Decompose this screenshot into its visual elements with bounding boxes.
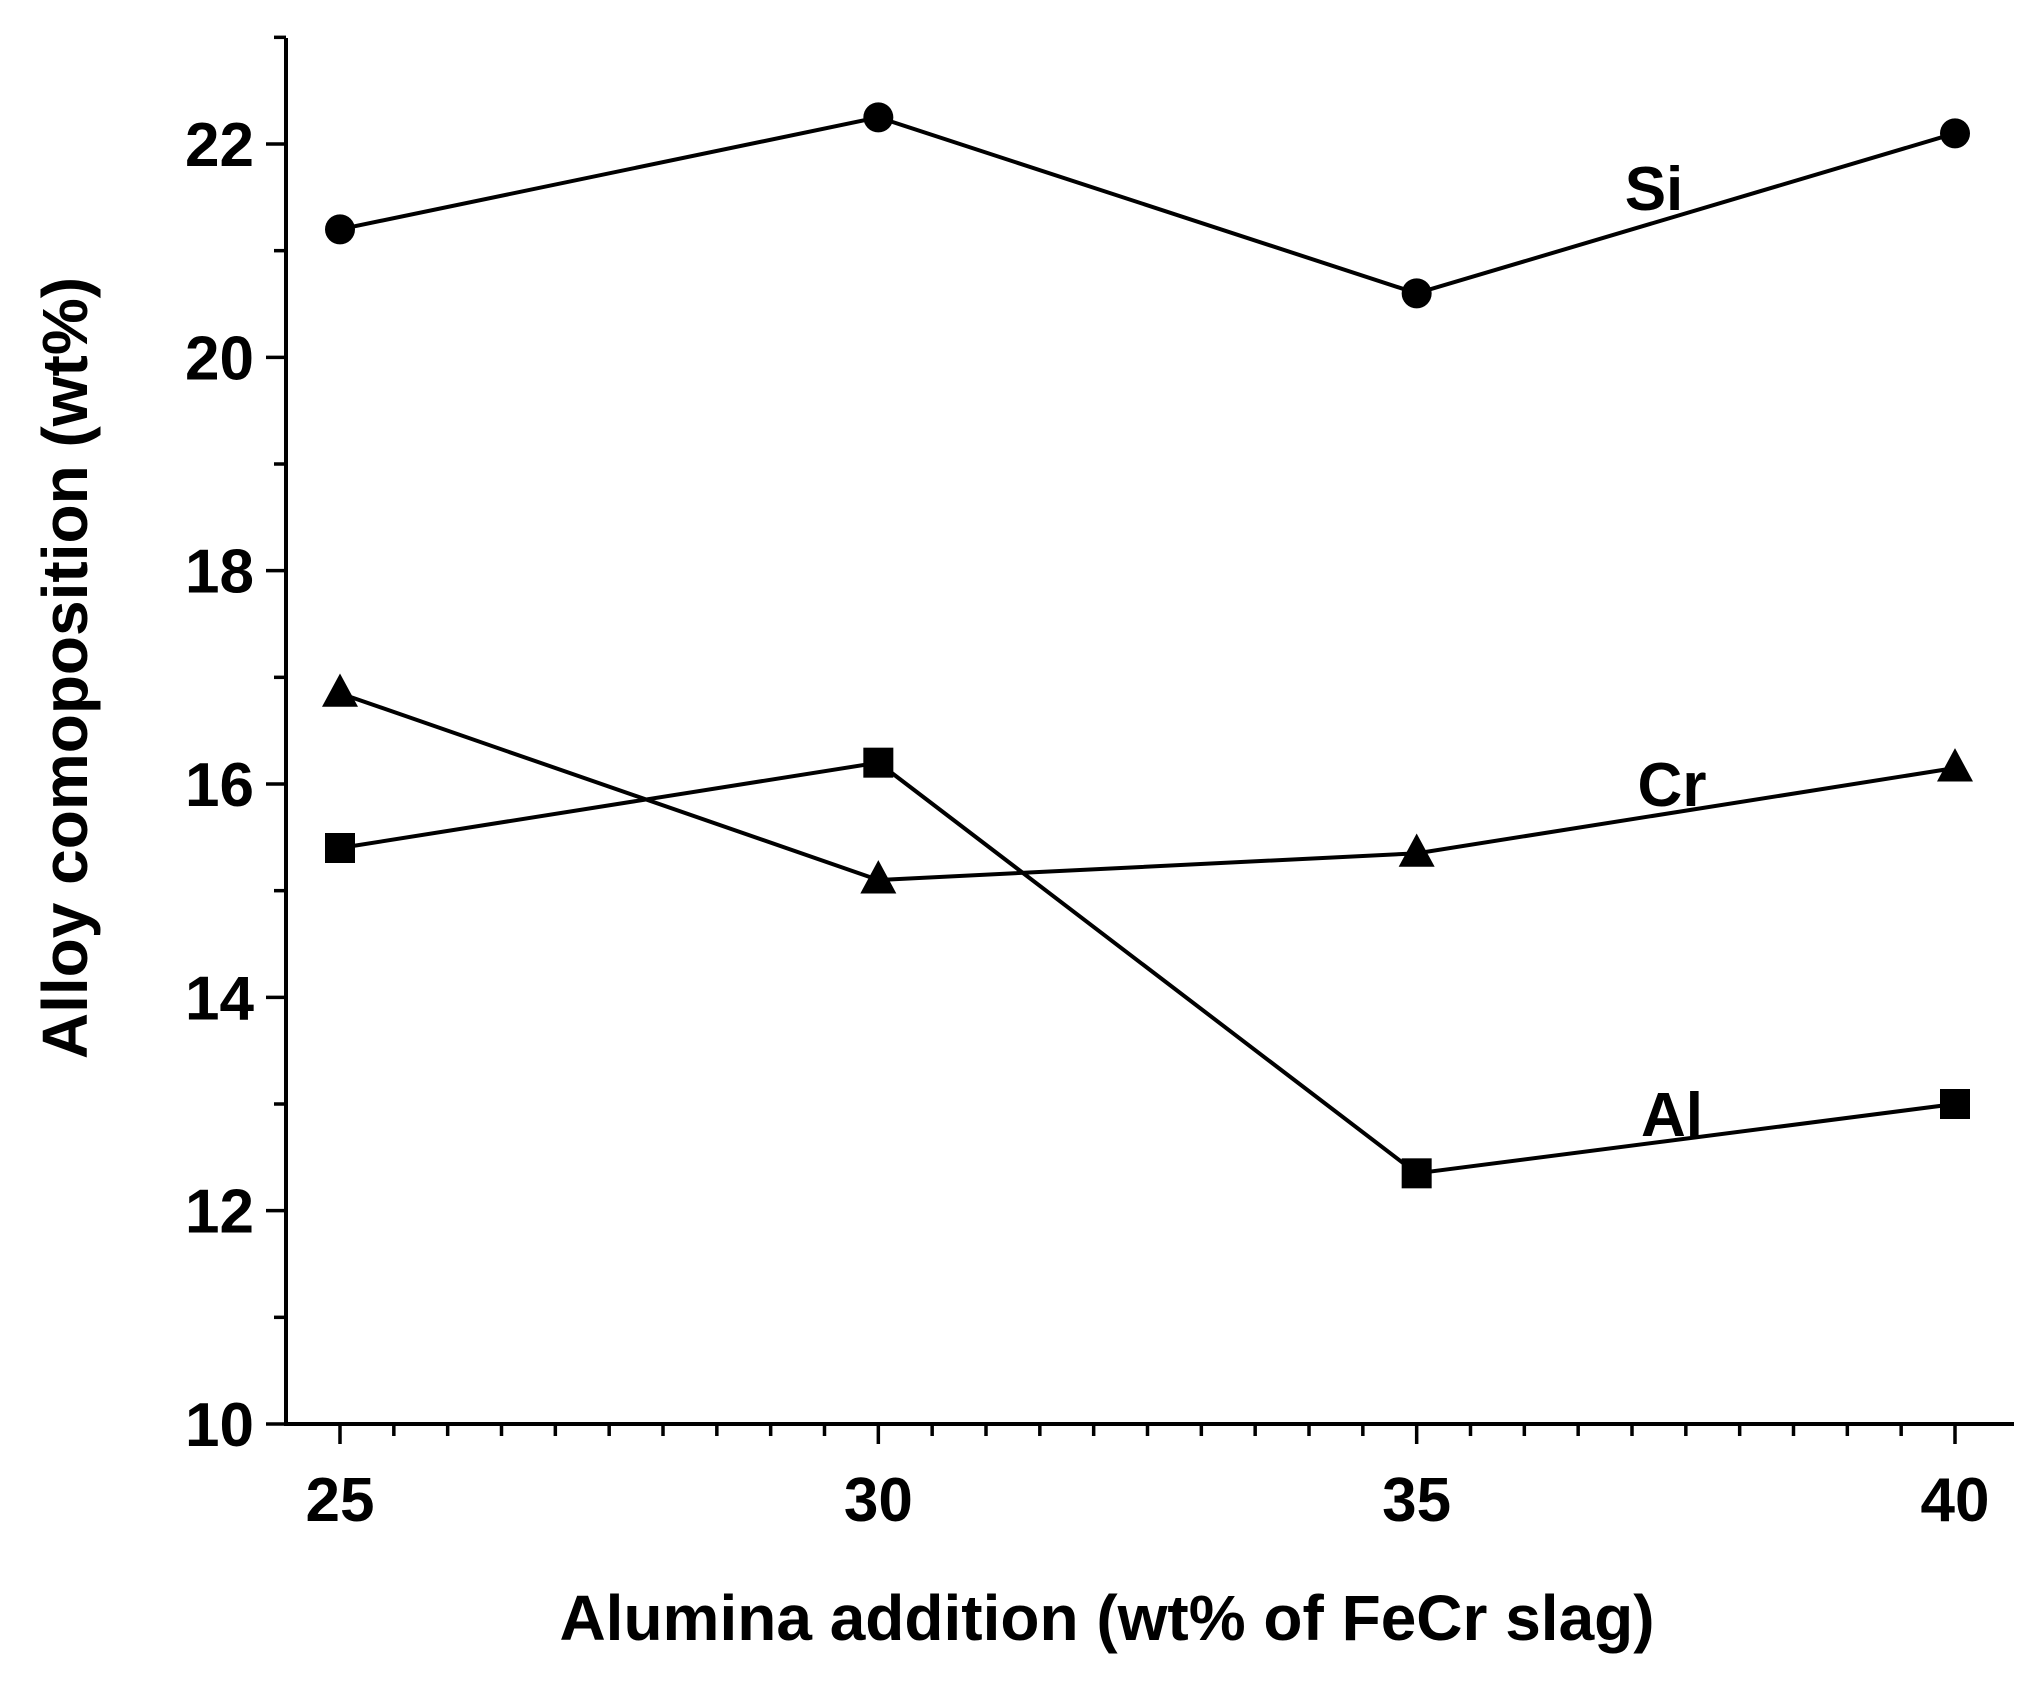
labels: Si Cr Al [1625, 155, 1707, 1150]
marker-triangle-cr [860, 860, 897, 894]
series-line-cr [339, 691, 1956, 883]
series-line-si [339, 115, 1956, 296]
series-label-al: Al [1641, 1081, 1703, 1150]
x-tick-label: 30 [844, 1466, 913, 1535]
marker-square-al [325, 833, 355, 863]
marker-triangle-cr [322, 673, 358, 707]
y-tick-label: 22 [185, 111, 254, 180]
marker-triangle-cr [1398, 833, 1435, 867]
series-label-cr: Cr [1638, 751, 1707, 820]
y-axis-title: Alloy comoposition (wt%) [29, 277, 101, 1059]
y-tick-label: 10 [185, 1391, 254, 1460]
markers [322, 102, 1973, 1189]
marker-circle-si [863, 102, 894, 133]
series-lines [339, 115, 1956, 1176]
marker-square-al [863, 747, 894, 778]
marker-circle-si [1401, 278, 1432, 309]
series-label-si: Si [1625, 155, 1684, 224]
marker-circle-si [1940, 118, 1970, 149]
x-tick-label: 40 [1921, 1466, 1990, 1535]
x-axis-title: Alumina addition (wt% of FeCr slag) [559, 1582, 1654, 1654]
y-tick-label: 14 [185, 964, 254, 1033]
series-line-al [339, 760, 1956, 1176]
y-tick-label: 12 [185, 1178, 254, 1247]
x-tick-label: 35 [1382, 1466, 1451, 1535]
marker-square-al [1940, 1089, 1970, 1119]
marker-circle-si [325, 214, 355, 245]
x-tick-label: 25 [306, 1466, 375, 1535]
axes: 10 12 14 16 18 20 22 25 30 35 40 [185, 35, 2014, 1535]
y-tick-label: 18 [185, 538, 254, 607]
marker-triangle-cr [1937, 748, 1973, 782]
y-tick-label: 16 [185, 751, 254, 820]
marker-square-al [1401, 1158, 1432, 1189]
y-tick-label: 20 [185, 324, 254, 393]
